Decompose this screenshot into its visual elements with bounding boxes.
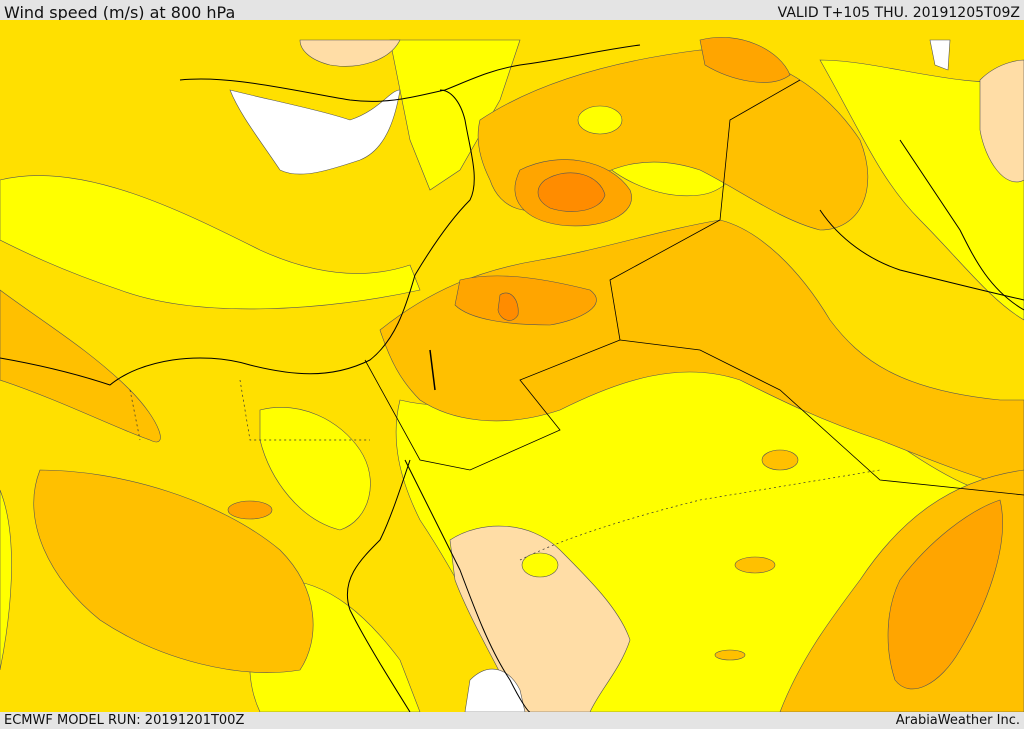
field-strong-caucasus: [699, 37, 791, 83]
field-low-patch-hejaz: [521, 552, 559, 578]
field-strong-oman: [887, 499, 1003, 690]
field-low-patch-lake-van: [577, 105, 623, 135]
wind-speed-map: [0, 20, 1024, 712]
field-yellow-mediterranean: [0, 175, 421, 310]
regional-border-saudi: [519, 469, 881, 561]
field-strongest-core-jordan: [497, 292, 519, 321]
field-moderate-patch-south: [714, 649, 746, 661]
map-canvas: [0, 20, 1024, 712]
field-yellow-sinai: [259, 407, 371, 531]
valid-time: VALID T+105 THU. 20191205T09Z: [777, 5, 1020, 21]
field-strongest-core-syria: [537, 172, 606, 212]
field-moderate-patch-arabia: [734, 556, 776, 574]
map-title: Wind speed (m/s) at 800 hPa: [4, 3, 236, 22]
red-sea-east-coast: [404, 459, 531, 712]
field-strong-patch-egypt: [227, 500, 273, 520]
field-white-aegean: [229, 89, 401, 175]
field-tan-balkans: [299, 39, 401, 67]
iran-coastline: [899, 139, 1024, 311]
credit-label: ArabiaWeather Inc.: [895, 713, 1020, 728]
field-yellow-west-edge: [0, 489, 12, 671]
black-sea-coastline: [179, 44, 641, 102]
national-border-saudi-iraq: [619, 339, 1024, 496]
field-white-caspian: [929, 39, 951, 71]
field-tan-hejaz: [449, 525, 631, 712]
model-run-label: ECMWF MODEL RUN: 20191201T00Z: [4, 713, 245, 728]
header-bar: Wind speed (m/s) at 800 hPa VALID T+105 …: [0, 0, 1024, 22]
field-moderate-patch-najd: [761, 449, 799, 471]
field-yellow-turkey-coast: [389, 39, 521, 191]
footer-bar: ECMWF MODEL RUN: 20191201T00Z ArabiaWeat…: [0, 712, 1024, 729]
regional-border-egypt-libya: [129, 379, 370, 441]
field-orange-libya: [0, 289, 161, 443]
field-orange-egypt: [33, 469, 314, 673]
red-sea-west-coast: [346, 459, 411, 712]
mediterranean-coastline: [0, 89, 475, 386]
national-border-jordan-iraq: [364, 79, 801, 471]
field-strong-jordan: [454, 275, 597, 326]
persian-gulf-coast: [819, 209, 1024, 301]
dead-sea-outline: [429, 349, 436, 391]
